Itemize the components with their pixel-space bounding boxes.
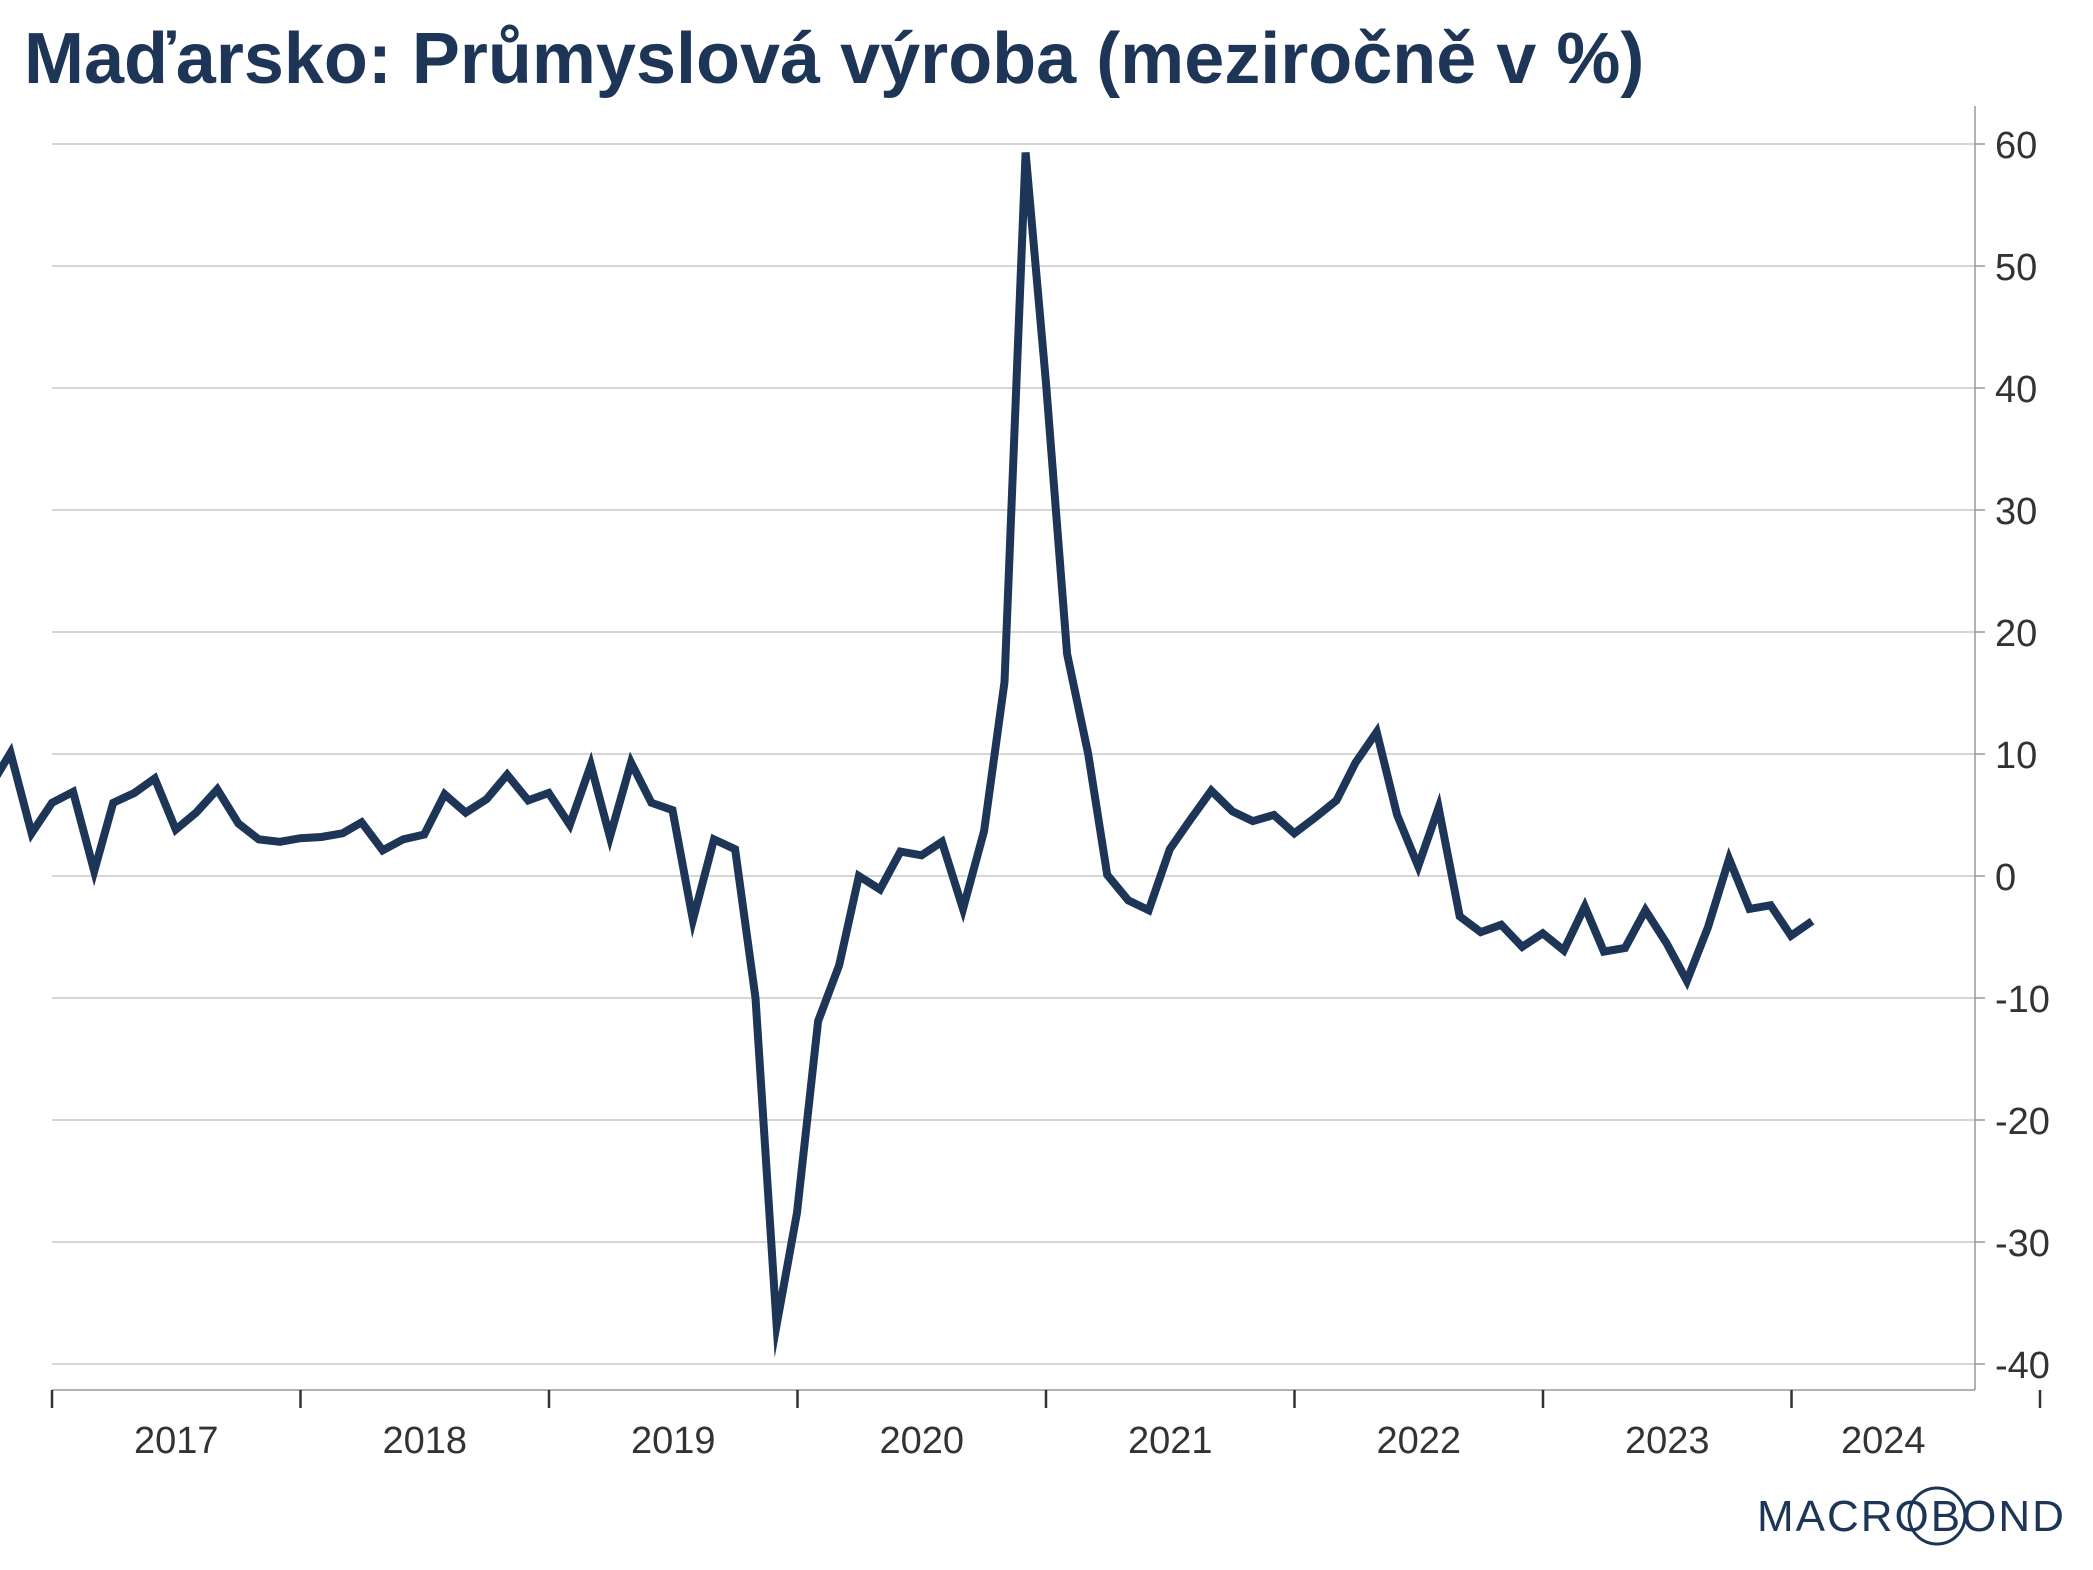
grid-lines <box>52 143 1975 1365</box>
x-tick-label: 2018 <box>382 1420 467 1462</box>
y-tick-label: -30 <box>1995 1223 2050 1265</box>
x-tick-label: 2021 <box>1128 1420 1213 1462</box>
x-tick-label: 2022 <box>1376 1420 1461 1462</box>
x-tick-label: 2019 <box>631 1420 716 1462</box>
y-tick-label: 10 <box>1995 735 2037 777</box>
series-line <box>0 152 1815 1358</box>
axes <box>50 106 2042 1408</box>
y-tick-label: -40 <box>1995 1345 2050 1387</box>
y-tick-label: 0 <box>1995 857 2016 899</box>
x-tick-label: 2020 <box>879 1420 964 1462</box>
y-tick-label: 40 <box>1995 369 2037 411</box>
macrobond-logo-ring <box>1907 1486 1967 1546</box>
macrobond-logo-text: MACROBOND <box>1757 1492 2066 1541</box>
x-tick-label: 2023 <box>1625 1420 1710 1462</box>
y-tick-label: 60 <box>1995 125 2037 167</box>
y-tick-label: -10 <box>1995 979 2050 1021</box>
y-tick-label: 20 <box>1995 613 2037 655</box>
x-tick-label: 2024 <box>1841 1420 1926 1462</box>
series-layer <box>0 152 1815 1358</box>
x-tick-label: 2017 <box>134 1420 219 1462</box>
y-tick-label: -20 <box>1995 1101 2050 1143</box>
macrobond-logo: MACROBOND <box>1757 1486 2066 1546</box>
y-tick-label: 30 <box>1995 491 2037 533</box>
y-tick-label: 50 <box>1995 247 2037 289</box>
tick-labels: 60 50 40 30 20 10 0 -10 -20 -30 -40 2017 2018 2019 202… <box>134 125 2050 1462</box>
chart-title: Maďarsko: Průmyslová výroba (meziročně v… <box>24 19 1645 99</box>
